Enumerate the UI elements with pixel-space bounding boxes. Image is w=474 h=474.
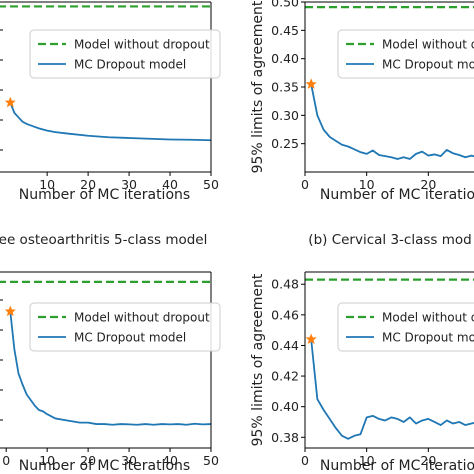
x-tick-label: 50 (203, 453, 219, 468)
y-tick-label: 0.38 (271, 430, 299, 445)
initial-point-marker (4, 96, 16, 108)
chart-panel-top-right: 0 10 20 0.25 0.30 0.35 0.40 0.45 0.50 Number of M… (250, 0, 474, 248)
y-tick-label: 0.40 (271, 51, 299, 66)
legend-entry: Model without dropout (74, 311, 210, 325)
x-tick-label: 10 (359, 453, 375, 468)
x-tick-label: 20 (420, 453, 436, 468)
mc-dropout-series-line (9, 311, 212, 426)
y-tick-label: 0.48 (271, 277, 299, 292)
y-tick-label: 0.45 (271, 23, 299, 38)
legend-box (29, 302, 221, 352)
x-tick-label: 30 (121, 177, 137, 192)
x-tick-label: 20 (420, 177, 436, 192)
x-axis-label: Number of MC iterations (19, 187, 190, 203)
y-tick-label: 0.40 (271, 399, 299, 414)
chart-panel-bottom-right: 0 10 20 0.38 0.40 0.42 0.44 0.46 0.48 Number of M… (250, 271, 474, 474)
x-tick-label: 0 (301, 453, 309, 468)
legend-entry: MC Dropout mode (382, 331, 474, 345)
legend-entry: MC Dropout model (74, 58, 186, 72)
y-tick-label: 0.25 (271, 136, 299, 151)
y-axis-label: 95% limits of agreement (250, 0, 266, 173)
legend-entry: Model without dr (382, 38, 474, 52)
legend-entry: MC Dropout model (74, 331, 186, 345)
x-tick-label: 10 (39, 177, 55, 192)
y-tick-label: 0.44 (271, 338, 299, 353)
x-tick-label: 20 (80, 177, 96, 192)
x-tick-label: 10 (39, 453, 55, 468)
mc-dropout-series-line (310, 339, 474, 440)
x-tick-label: 10 (359, 177, 375, 192)
x-axis-label: Number of MC iteratio (320, 187, 474, 203)
y-axis-label: 95% limits of agreement (250, 273, 266, 446)
x-axis-label: Number of MC iteratio (320, 458, 474, 474)
legend-box (337, 302, 474, 352)
legend-entry: MC Dropout mode (382, 58, 474, 72)
x-tick-label: 30 (121, 453, 137, 468)
x-axis-label: Number of MC iterations (19, 458, 190, 474)
chart-panel-bottom-left: 0 10 20 30 40 50 Number of MC iterations Model … (0, 271, 221, 474)
mc-dropout-series-line (9, 102, 212, 142)
y-tick-label: 0.35 (271, 80, 299, 95)
legend-entry: Model without dropout (74, 38, 210, 52)
initial-point-marker (305, 333, 317, 345)
legend: Model without dr MC Dropout mode (337, 29, 474, 79)
x-tick-label: 50 (203, 177, 219, 192)
x-tick-label: 0 (301, 177, 309, 192)
legend-box (29, 29, 221, 79)
y-tick-label: 0.42 (271, 369, 299, 384)
panel-caption: ee osteoarthritis 5-class model (0, 232, 207, 248)
x-tick-label: 20 (80, 453, 96, 468)
initial-point-marker (305, 78, 317, 89)
legend: Model without dropout MC Dropout model (29, 302, 221, 352)
y-tick-label: 0.30 (271, 108, 299, 123)
panel-caption: (b) Cervical 3-class mod (308, 232, 471, 248)
initial-point-marker (4, 305, 16, 317)
x-tick-label: 40 (162, 177, 178, 192)
y-tick-label: 0.50 (271, 0, 299, 10)
x-tick-label: 40 (162, 453, 178, 468)
legend-entry: Model without dr (382, 311, 474, 325)
mc-dropout-series-line (310, 83, 474, 160)
y-tick-label: 0.46 (271, 307, 299, 322)
chart-panel-top-left: 10 20 30 40 50 Number of MC iterations ee oste… (0, 1, 221, 248)
x-tick-label: 0 (2, 453, 10, 468)
legend: Model without dr MC Dropout mode (337, 302, 474, 352)
legend-box (337, 29, 474, 79)
legend: Model without dropout MC Dropout model (29, 29, 221, 79)
